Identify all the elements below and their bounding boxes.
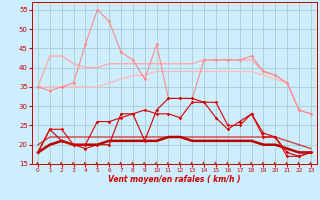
X-axis label: Vent moyen/en rafales ( km/h ): Vent moyen/en rafales ( km/h ) (108, 175, 241, 184)
